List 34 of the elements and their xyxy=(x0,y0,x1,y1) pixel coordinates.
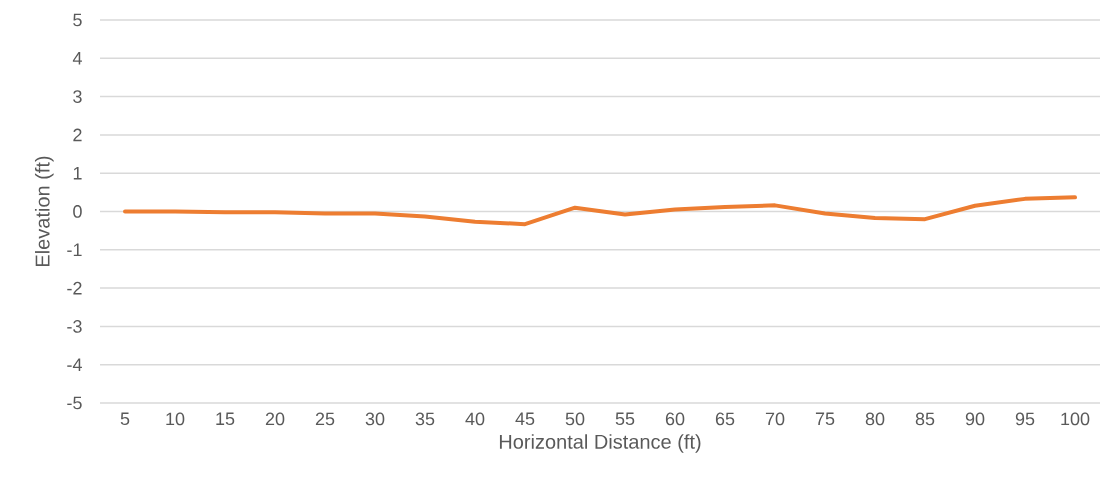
x-tick-label: 60 xyxy=(665,412,685,426)
x-tick-label: 5 xyxy=(120,412,130,426)
y-tick-label: 5 xyxy=(73,13,82,27)
x-tick-label: 15 xyxy=(216,412,235,426)
x-tick-label: 100 xyxy=(1061,412,1090,426)
y-tick-label: -2 xyxy=(67,281,82,295)
y-tick-label: 4 xyxy=(72,52,82,65)
x-tick-label: 35 xyxy=(415,412,435,426)
x-tick-label: 85 xyxy=(915,412,935,426)
x-tick-label: 70 xyxy=(765,412,785,426)
y-axis-title: Elevation (ft) xyxy=(34,156,54,266)
y-tick-label: 0 xyxy=(73,205,82,218)
y-tick-label: -5 xyxy=(67,396,82,410)
x-tick-label: 90 xyxy=(965,412,985,426)
x-tick-label: 40 xyxy=(465,412,485,426)
y-tick-label: 1 xyxy=(73,167,82,180)
y-tick-label: -3 xyxy=(67,320,82,333)
x-tick-label: 30 xyxy=(365,412,385,426)
x-tick-label: 55 xyxy=(615,412,635,426)
x-axis-title: Horizontal Distance (ft) xyxy=(499,434,701,453)
x-tick-label: 25 xyxy=(315,412,335,426)
x-tick-label: 50 xyxy=(565,412,585,426)
x-tick-label: 10 xyxy=(166,412,185,426)
x-tick-label: 80 xyxy=(865,412,885,426)
x-tick-label: 45 xyxy=(515,412,535,426)
y-tick-label: 3 xyxy=(73,90,82,103)
y-tick-label: 2 xyxy=(73,128,82,142)
x-tick-label: 65 xyxy=(715,412,735,426)
line-series xyxy=(123,195,1078,227)
y-tick-label: -4 xyxy=(67,358,82,371)
y-tick-label: -1 xyxy=(67,243,82,256)
x-tick-label: 20 xyxy=(265,412,285,426)
x-tick-label: 75 xyxy=(815,412,835,426)
x-tick-label: 95 xyxy=(1015,412,1035,426)
